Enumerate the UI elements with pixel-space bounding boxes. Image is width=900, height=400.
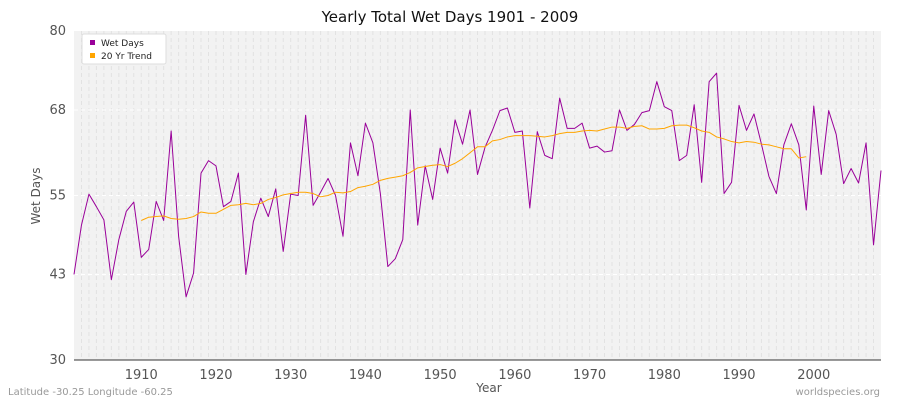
chart-title: Yearly Total Wet Days 1901 - 2009: [321, 8, 579, 26]
x-tick-label: 1930: [274, 368, 307, 383]
legend-box: [81, 33, 167, 65]
x-tick-label: 1960: [498, 368, 531, 383]
plot-band: [74, 31, 881, 110]
x-tick-label: 1910: [125, 368, 158, 383]
legend-label-20-yr-trend: 20 Yr Trend: [101, 52, 152, 62]
y-tick-label: 30: [49, 353, 66, 368]
y-tick-label: 68: [49, 103, 66, 118]
x-tick-label: 1970: [573, 368, 606, 383]
legend-label-wet-days: Wet Days: [101, 39, 144, 49]
footer-source: worldspecies.org: [796, 387, 880, 398]
legend: Wet Days 20 Yr Trend: [81, 33, 167, 65]
series-line-wet-days: [73, 72, 882, 298]
x-tick-labels: 1910 1920 1930 1940 1950 1960 1970 1980 1990 2000: [125, 368, 831, 383]
series-line-20-yr-trend: [141, 124, 807, 221]
x-tick-label: 1980: [648, 368, 681, 383]
x-axis-title: Year: [475, 381, 501, 395]
footer-coordinates: Latitude -30.25 Longitude -60.25: [8, 387, 173, 398]
y-tick-labels: 30 43 55 68 80: [49, 24, 66, 368]
legend-swatch-wet-days: [90, 40, 95, 45]
x-tick-label: 1940: [349, 368, 382, 383]
y-tick-label: 43: [49, 267, 66, 282]
horizontal-gridlines: [74, 109, 881, 275]
x-tick-label: 1920: [199, 368, 232, 383]
x-tick-label: 1990: [722, 368, 755, 383]
y-tick-label: 80: [49, 24, 66, 39]
x-tick-label: 2000: [797, 368, 830, 383]
y-tick-label: 55: [49, 189, 66, 204]
legend-swatch-20-yr-trend: [90, 53, 95, 58]
y-axis-title: Wet Days: [29, 167, 43, 224]
x-tick-label: 1950: [424, 368, 457, 383]
series-layer: [73, 72, 882, 298]
plot-band: [74, 274, 881, 360]
